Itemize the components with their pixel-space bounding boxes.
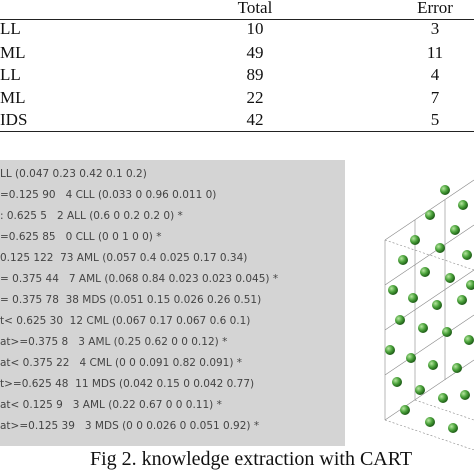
bottom-rule (0, 131, 474, 132)
total-cell: 49 (246, 43, 264, 62)
plot-box (384, 179, 474, 450)
total-cell: 89 (246, 65, 264, 84)
tree-output-panel: LL (0.047 0.23 0.42 0.1 0.2) =0.125 90 4 … (0, 160, 345, 446)
tree-line: t>=0.625 48 11 MDS (0.042 0.15 0 0.042 0… (0, 378, 255, 390)
row-label: LL (0, 19, 21, 38)
tree-line: at>=0.375 8 3 AML (0.25 0.62 0 0 0.12) * (0, 336, 228, 348)
tree-line: = 0.375 78 38 MDS (0.051 0.15 0.026 0.26… (0, 294, 262, 306)
tree-line: at>=0.125 39 3 MDS (0 0 0.026 0 0.051 0.… (0, 420, 260, 432)
figure-caption: Fig 2. knowledge extraction with CART (90, 448, 413, 470)
error-cell: 7 (430, 88, 440, 107)
tree-line: at< 0.125 9 3 AML (0.22 0.67 0 0 0.11) * (0, 399, 222, 411)
column-header: Error (417, 0, 453, 17)
scatter-points (385, 185, 474, 433)
tree-line: = 0.375 44 7 AML (0.068 0.84 0.023 0.023… (0, 273, 279, 285)
error-cell: 3 (430, 19, 440, 38)
row-label: LL (0, 65, 21, 84)
error-cell: 5 (430, 110, 440, 129)
column-header: Total (237, 0, 273, 17)
total-cell: 22 (246, 88, 264, 107)
scatter-3d-plot (384, 179, 474, 450)
total-cell: 10 (246, 19, 264, 38)
total-cell: 42 (246, 110, 264, 129)
tree-line: t< 0.625 30 12 CML (0.067 0.17 0.067 0.6… (0, 315, 251, 327)
tree-line: 0.125 122 73 AML (0.057 0.4 0.025 0.17 0… (0, 252, 248, 264)
row-label: ML (0, 43, 26, 62)
tree-line: =0.625 85 0 CLL (0 0 1 0 0) * (0, 231, 162, 243)
row-label: IDS (0, 110, 28, 129)
error-cell: 4 (430, 65, 440, 84)
tree-line: LL (0.047 0.23 0.42 0.1 0.2) (0, 168, 147, 180)
tree-line: : 0.625 5 2 ALL (0.6 0 0.2 0.2 0) * (0, 210, 183, 222)
tree-line: =0.125 90 4 CLL (0.033 0 0.96 0.011 0) (0, 189, 217, 201)
tree-line: at< 0.375 22 4 CML (0 0 0.091 0.82 0.091… (0, 357, 243, 369)
row-label: ML (0, 88, 26, 107)
error-cell: 11 (426, 43, 444, 62)
header-rule (0, 19, 474, 20)
